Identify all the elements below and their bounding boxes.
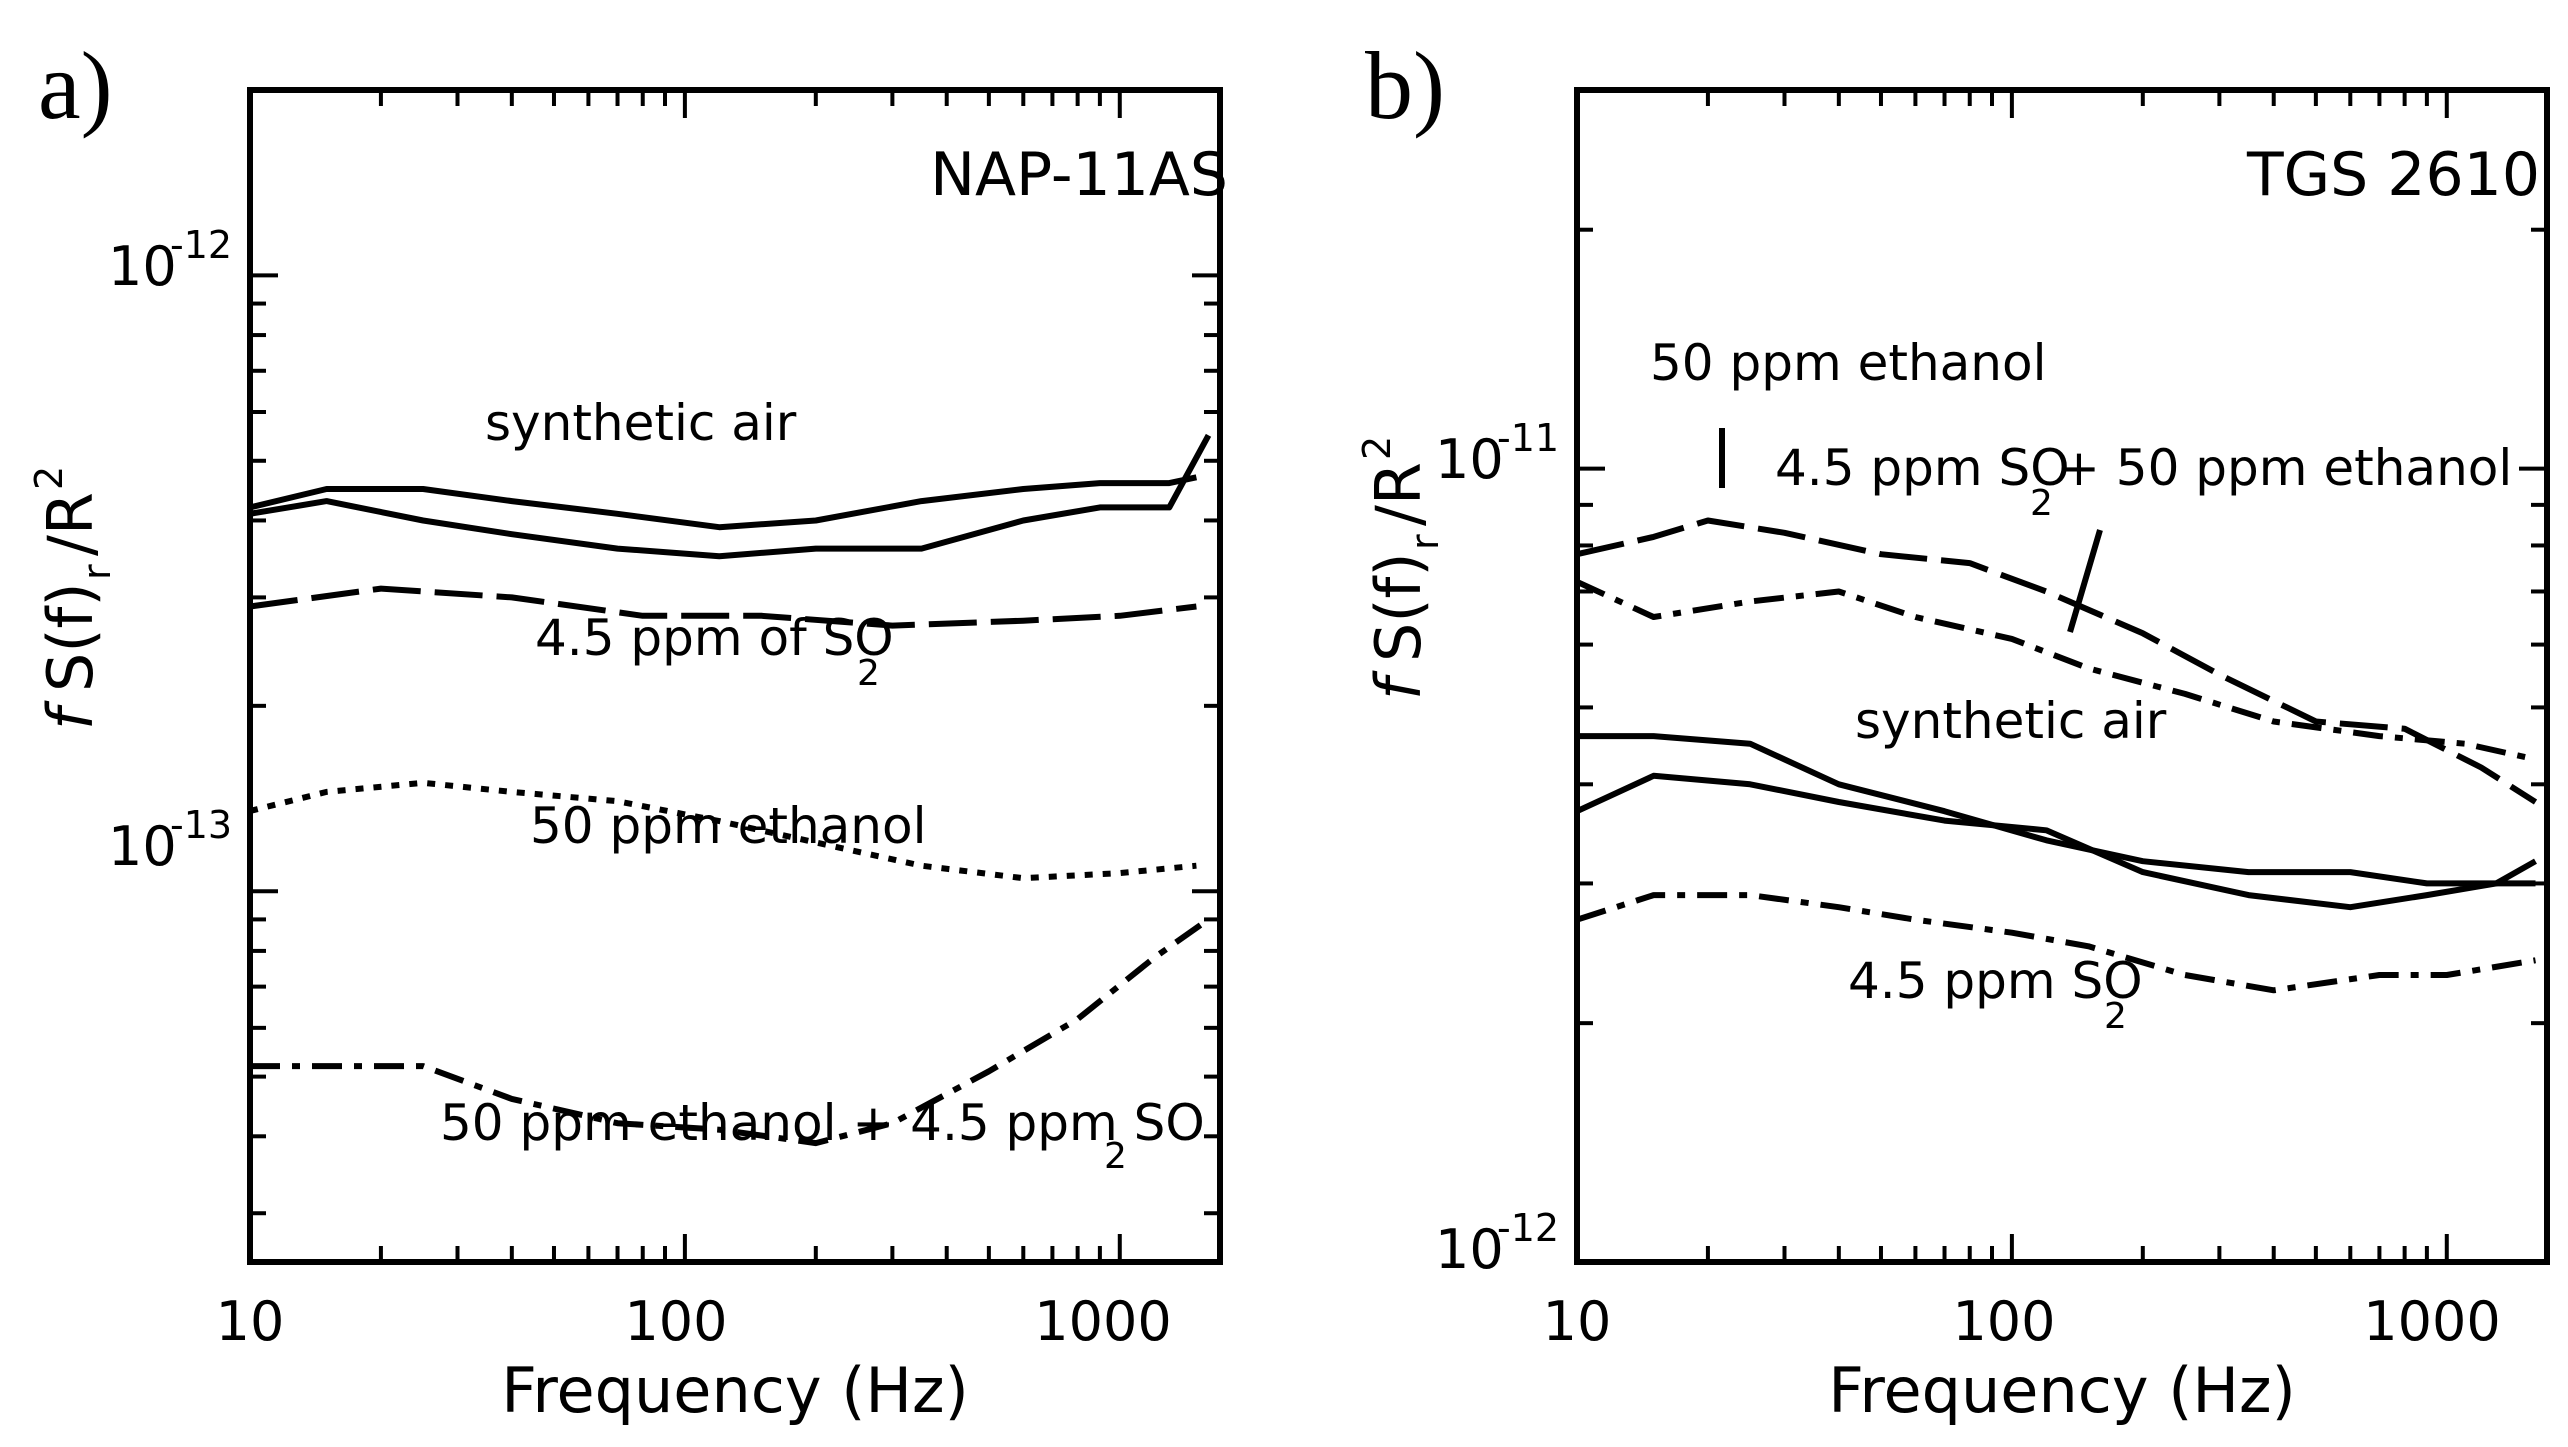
- a-xtick-100: 100: [624, 1290, 727, 1353]
- b-series-line-1: [1576, 517, 2538, 805]
- b-ytick-base: 10: [1435, 1218, 1504, 1281]
- a-xlabel: Frequency (Hz): [501, 1354, 969, 1427]
- svg-text:r: r: [75, 564, 119, 580]
- panel-b-ticks: [1575, 88, 2547, 1264]
- b-annotation-synthetic-air: synthetic air: [1855, 692, 2167, 750]
- a-series-line-3: [249, 779, 1197, 882]
- a-ytick-base: 10: [108, 235, 177, 298]
- svg-text:4.5 ppm of SO: 4.5 ppm of SO: [535, 609, 894, 667]
- b-series-line-3: [1575, 772, 2537, 911]
- a-ytick-base: 10: [108, 815, 177, 878]
- panel-b: b) 10 100 1000 10 -11 10 -12 Frequency (…: [1355, 32, 2550, 1427]
- a-annotation-ethanol: 50 ppm ethanol: [530, 797, 926, 855]
- svg-text:2: 2: [2030, 483, 2053, 524]
- a-sensor-name: NAP-11AS: [930, 140, 1228, 210]
- b-series-line-2: [1577, 733, 2536, 887]
- svg-text:4.5 ppm SO: 4.5 ppm SO: [1775, 439, 2070, 497]
- panel-a: a) 10 100 1000 10 -12 10 -13 Frequency (…: [27, 32, 1228, 1427]
- b-annotation-so2-ethanol: 4.5 ppm SO 2 + 50 ppm ethanol: [1775, 439, 2512, 524]
- svg-text:4.5 ppm SO: 4.5 ppm SO: [1848, 952, 2143, 1010]
- panel-a-label: a): [38, 32, 113, 139]
- a-series-line-1: [249, 433, 1212, 560]
- panel-b-series: [1575, 517, 2538, 994]
- a-annotation-ethanol-so2: 50 ppm ethanol + 4.5 ppm SO 2: [440, 1094, 1205, 1177]
- svg-text:/R: /R: [34, 492, 107, 556]
- b-xtick-1000: 1000: [2363, 1290, 2500, 1353]
- b-ytick-exp: -11: [1497, 416, 1559, 460]
- a-series-line-0: [249, 474, 1198, 531]
- b-ytick-base: 10: [1435, 428, 1504, 491]
- b-so2-ethanol-pointer: [2067, 529, 2103, 633]
- a-xtick-10: 10: [216, 1290, 285, 1353]
- b-xlabel: Frequency (Hz): [1828, 1354, 2296, 1427]
- b-ytick-1e-12: 10 -12: [1435, 1206, 1559, 1281]
- b-ylabel: f S(f) r /R 2: [1355, 436, 1447, 700]
- a-series-line-2: [249, 585, 1197, 629]
- svg-text:2: 2: [2104, 996, 2127, 1037]
- panel-b-label: b): [1365, 32, 1445, 139]
- b-sensor-name: TGS 2610: [2246, 140, 2540, 210]
- panel-a-frame: [247, 87, 1223, 1265]
- panel-b-frame: [1574, 87, 2550, 1265]
- svg-text:f: f: [1362, 670, 1435, 700]
- svg-text:2: 2: [857, 653, 880, 694]
- b-annotation-so2: 4.5 ppm SO 2: [1848, 952, 2143, 1037]
- svg-text:2: 2: [27, 466, 71, 490]
- a-ytick-1e-12: 10 -12: [108, 223, 232, 298]
- svg-text:2: 2: [1104, 1136, 1127, 1177]
- svg-text:f: f: [34, 700, 107, 730]
- b-xtick-100: 100: [1952, 1290, 2055, 1353]
- b-ytick-exp: -12: [1497, 1206, 1559, 1250]
- a-xtick-1000: 1000: [1034, 1290, 1171, 1353]
- svg-text:50 ppm ethanol + 4.5 ppm SO: 50 ppm ethanol + 4.5 ppm SO: [440, 1094, 1205, 1152]
- svg-text:+ 50 ppm ethanol: + 50 ppm ethanol: [2058, 439, 2512, 497]
- svg-text:2: 2: [1355, 436, 1399, 460]
- svg-text:S(f): S(f): [34, 582, 107, 692]
- svg-text:S(f): S(f): [1362, 552, 1435, 662]
- b-ytick-1e-11: 10 -11: [1435, 416, 1559, 491]
- a-series-line-4: [250, 916, 1211, 1147]
- a-ytick-1e-13: 10 -13: [108, 803, 232, 878]
- panel-a-series: [249, 433, 1212, 1147]
- svg-text:r: r: [1403, 534, 1447, 550]
- b-annotation-ethanol: 50 ppm ethanol: [1650, 334, 2046, 392]
- b-series-line-4: [1576, 892, 2536, 994]
- a-ytick-exp: -12: [170, 223, 232, 267]
- a-ylabel: f S(f) r /R 2: [27, 466, 119, 730]
- b-xtick-10: 10: [1543, 1290, 1612, 1353]
- a-ytick-exp: -13: [170, 803, 232, 847]
- a-annotation-synthetic-air: synthetic air: [485, 394, 797, 452]
- panel-a-ticks: [248, 88, 1220, 1262]
- a-annotation-so2: 4.5 ppm of SO 2: [535, 609, 894, 694]
- svg-text:/R: /R: [1362, 462, 1435, 526]
